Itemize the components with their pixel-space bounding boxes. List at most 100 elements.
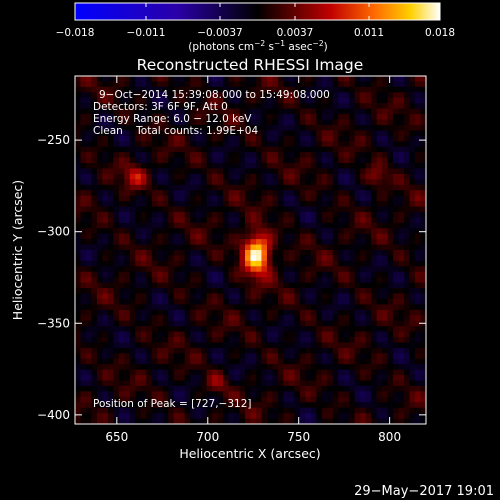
heatmap-cell xyxy=(288,228,295,235)
heatmap-cell xyxy=(217,173,224,180)
heatmap-cell xyxy=(217,298,224,305)
heatmap-cell xyxy=(393,304,399,311)
heatmap-cell xyxy=(206,141,213,148)
heatmap-cell xyxy=(409,81,416,88)
chart-title: Reconstructed RHESSI Image xyxy=(137,56,364,74)
heatmap-cell xyxy=(343,293,350,300)
heatmap-cell xyxy=(124,119,131,126)
heatmap-cell xyxy=(173,277,180,284)
heatmap-cell xyxy=(393,369,399,376)
heatmap-cell xyxy=(250,364,257,371)
heatmap-cell xyxy=(96,260,103,267)
heatmap-cell xyxy=(310,337,317,343)
heatmap-cell xyxy=(168,385,175,392)
heatmap-cell xyxy=(255,76,262,82)
heatmap-cell xyxy=(420,222,427,229)
heatmap-cell xyxy=(365,380,372,387)
heatmap-cell xyxy=(173,163,180,169)
heatmap-cell xyxy=(179,260,186,267)
heatmap-cell xyxy=(393,124,399,131)
heatmap-cell xyxy=(261,277,268,284)
heatmap-cell xyxy=(398,239,405,245)
heatmap-cell xyxy=(255,402,262,409)
heatmap-cell xyxy=(190,86,197,93)
heatmap-cell xyxy=(404,217,410,224)
heatmap-cell xyxy=(96,271,103,278)
heatmap-cell xyxy=(96,385,103,392)
heatmap-cell xyxy=(80,244,87,251)
heatmap-cell xyxy=(107,157,114,164)
heatmap-cell xyxy=(228,157,235,164)
heatmap-cell xyxy=(228,81,235,88)
heatmap-cell xyxy=(250,282,257,289)
heatmap-cell xyxy=(349,309,356,316)
heatmap-cell xyxy=(365,92,372,99)
heatmap-cell xyxy=(223,173,229,180)
heatmap-cell xyxy=(102,369,109,376)
heatmap-cell xyxy=(184,391,191,398)
heatmap-cell xyxy=(239,114,246,120)
heatmap-cell xyxy=(151,135,158,142)
heatmap-cell xyxy=(376,396,383,403)
heatmap-cell xyxy=(75,309,81,316)
heatmap-cell xyxy=(343,364,350,371)
heatmap-cell xyxy=(228,396,235,403)
heatmap-cell xyxy=(277,298,284,305)
heatmap-cell xyxy=(102,358,109,365)
heatmap-cell xyxy=(305,179,312,186)
heatmap-cell xyxy=(354,86,361,93)
heatmap-cell xyxy=(393,190,399,197)
heatmap-cell xyxy=(168,103,175,110)
heatmap-cell xyxy=(404,222,410,229)
heatmap-cell xyxy=(113,103,120,110)
heatmap-cell xyxy=(157,347,164,354)
heatmap-cell xyxy=(245,124,251,131)
heatmap-cell xyxy=(261,92,268,99)
heatmap-cell xyxy=(102,315,109,322)
heatmap-cell xyxy=(151,152,158,158)
heatmap-cell xyxy=(310,239,317,245)
heatmap-cell xyxy=(409,152,416,158)
heatmap-cell xyxy=(91,222,98,229)
heatmap-cell xyxy=(332,315,339,322)
heatmap-cell xyxy=(277,347,284,354)
heatmap-cell xyxy=(316,119,323,126)
heatmap-cell xyxy=(299,157,306,164)
heatmap-cell xyxy=(294,81,301,88)
heatmap-cell xyxy=(332,347,339,354)
heatmap-cell xyxy=(91,271,98,278)
heatmap-cell xyxy=(294,353,301,360)
heatmap-cell xyxy=(75,222,81,229)
heatmap-cell xyxy=(332,369,339,376)
heatmap-cell xyxy=(151,320,158,327)
heatmap-cell xyxy=(234,326,240,332)
heatmap-cell xyxy=(404,184,410,191)
heatmap-cell xyxy=(420,163,427,169)
heatmap-cell xyxy=(393,266,399,273)
heatmap-cell xyxy=(184,375,191,381)
heatmap-cell xyxy=(398,211,405,218)
heatmap-cell xyxy=(228,114,235,120)
heatmap-cell xyxy=(398,353,405,360)
heatmap-cell xyxy=(338,157,345,164)
heatmap-cell xyxy=(118,413,125,419)
heatmap-cell xyxy=(195,206,202,213)
heatmap-cell xyxy=(266,369,273,376)
heatmap-cell xyxy=(277,391,284,398)
heatmap-cell xyxy=(80,364,87,371)
heatmap-cell xyxy=(162,288,169,294)
heatmap-cell xyxy=(129,108,136,115)
heatmap-cell xyxy=(376,152,383,158)
heatmap-cell xyxy=(190,92,197,99)
heatmap-cell xyxy=(228,211,235,218)
heatmap-cell xyxy=(305,320,312,327)
heatmap-cell xyxy=(234,331,240,338)
heatmap-cell xyxy=(376,293,383,300)
heatmap-cell xyxy=(409,298,416,305)
heatmap-cell xyxy=(195,342,202,349)
heatmap-cell xyxy=(118,152,125,158)
heatmap-cell xyxy=(107,326,114,332)
heatmap-cell xyxy=(316,76,323,82)
heatmap-cell xyxy=(212,309,218,316)
heatmap-cell xyxy=(173,222,180,229)
